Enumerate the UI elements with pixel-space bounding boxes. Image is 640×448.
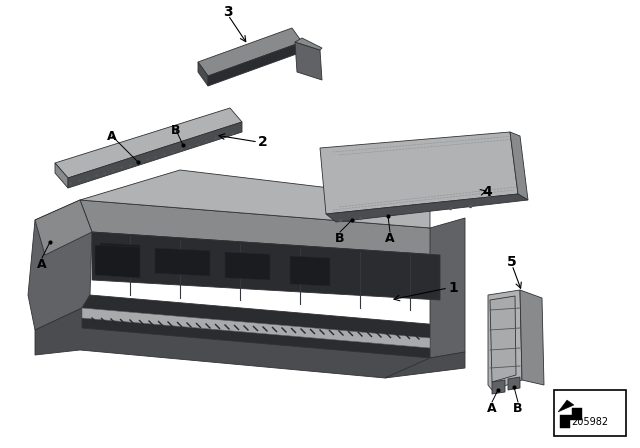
Polygon shape [82,308,430,348]
Polygon shape [208,42,302,86]
Text: A: A [37,258,47,271]
Polygon shape [492,380,505,394]
Polygon shape [295,42,322,80]
Polygon shape [225,252,270,280]
Polygon shape [510,132,528,200]
Polygon shape [155,248,210,276]
Text: A: A [107,129,117,142]
Polygon shape [326,194,528,222]
Text: 1: 1 [448,281,458,295]
Polygon shape [28,200,92,330]
Polygon shape [290,256,330,286]
Polygon shape [68,122,242,188]
Polygon shape [80,200,440,255]
Polygon shape [430,218,465,358]
Polygon shape [80,170,430,228]
Polygon shape [490,296,516,382]
Polygon shape [55,108,242,178]
Polygon shape [95,245,140,278]
Polygon shape [558,400,574,412]
Polygon shape [82,295,440,358]
Polygon shape [385,352,465,378]
Polygon shape [198,62,208,86]
Text: B: B [335,232,345,245]
Text: A: A [385,232,395,245]
Polygon shape [92,232,440,300]
Text: A: A [487,402,497,415]
Text: 3: 3 [223,5,233,19]
Polygon shape [295,38,322,50]
Bar [554,390,626,436]
Polygon shape [320,132,518,214]
Polygon shape [35,200,92,255]
Polygon shape [100,243,140,273]
Text: 5: 5 [507,255,517,269]
Polygon shape [520,290,544,385]
Text: 4: 4 [482,185,492,199]
Text: 2: 2 [258,135,268,149]
Polygon shape [198,28,302,76]
Text: B: B [172,124,180,137]
Polygon shape [560,408,582,428]
Text: B: B [513,402,523,415]
Polygon shape [55,163,68,188]
Polygon shape [508,377,520,390]
Text: 205982: 205982 [572,417,609,427]
Polygon shape [35,308,430,378]
Polygon shape [488,290,522,390]
